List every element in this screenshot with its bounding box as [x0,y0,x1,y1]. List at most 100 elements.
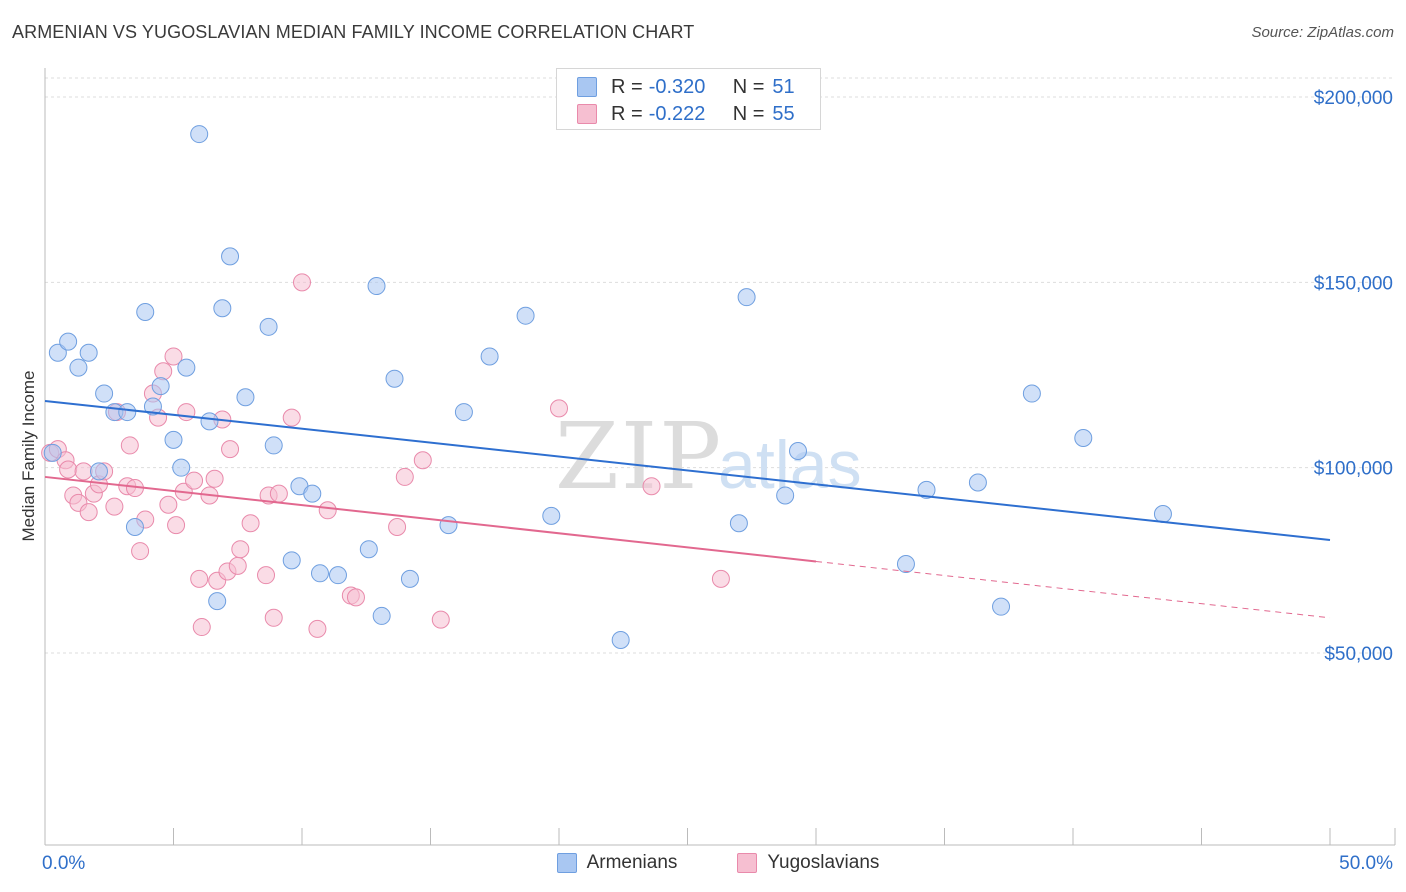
yugoslavians-point [241,514,260,533]
yugoslavians-point [264,608,283,627]
yugoslavians-point [205,469,224,488]
armenians-point [264,436,283,455]
x-tick-labels: 0.0% 50.0% [42,853,1393,874]
yugoslavians-point [221,440,240,459]
armenians-swatch [577,77,597,97]
yugoslavians-point [192,618,211,637]
yugoslavians-point [231,540,250,559]
armenians-point [1022,384,1041,403]
yugoslavians-point [228,556,247,575]
yugoslavians-point [642,477,661,496]
armenians-point [151,377,170,396]
chart-title: ARMENIAN VS YUGOSLAVIAN MEDIAN FAMILY IN… [12,22,695,42]
yugoslavians-point [105,497,124,516]
yugoslavians-point [388,517,407,536]
yugoslavians-point [293,273,311,292]
n-value: 55 [772,102,795,125]
yugoslavians-point [177,403,196,422]
series-legend: Armenians Yugoslavians [0,852,1406,874]
armenians-point [542,506,561,525]
armenians-point [143,397,162,416]
armenians-point [190,125,209,144]
armenians-point [480,347,499,366]
armenians-point [282,551,301,570]
yugoslavians-point [74,462,93,481]
yugoslavians-point [131,542,150,561]
yugoslavians-point [164,347,183,366]
armenians-point [992,597,1011,616]
armenians-point [213,299,232,318]
n-label: N = [732,102,765,125]
armenians-point [516,306,535,325]
armenians-point [968,473,987,492]
armenians-point [1074,429,1093,448]
armenians-point [164,430,183,449]
armenians-legend-label: Armenians [586,852,678,873]
y-tick-label: $150,000 [1314,273,1393,294]
yugoslavians-point [59,460,78,479]
source-note: Source: ZipAtlas.com [1251,24,1394,41]
legend-item-yugoslavians[interactable]: Yugoslavians [737,852,879,874]
armenians-point [367,277,386,296]
yugoslavians-point [308,619,327,638]
armenians-point [69,358,88,377]
armenians-point [385,369,404,388]
armenians-point [59,332,78,351]
armenians-point [95,384,114,403]
armenians-point [789,441,808,460]
armenians-point [328,566,347,585]
yugoslavians-legend-swatch [737,853,758,873]
yugoslavians-point [711,569,730,588]
armenians-trend-line [44,399,1331,541]
y-tick-labels: $50,000 $100,000 $150,000 $200,000 [1314,88,1393,665]
x-tick-label-max: 50.0% [1339,853,1393,874]
legend-item-armenians[interactable]: Armenians [556,852,678,874]
armenians-point [439,516,458,535]
legend-row-armenians: R = -0.320 N = 51 [577,75,795,99]
yugoslavians-point [431,610,450,629]
yugoslavians-point [413,451,432,470]
armenians-point [259,317,278,336]
armenians-point [125,517,144,536]
yugoslavians-point [167,516,186,535]
watermark-zip: ZIP [555,403,723,510]
armenians-point [372,606,391,625]
r-label: R = [611,102,643,125]
yugoslavians-legend-label: Yugoslavians [767,852,880,873]
armenians-point [208,592,227,611]
yugoslavians-point [159,495,178,514]
yugoslavians-point [190,569,209,588]
yugoslavians-point [395,467,414,486]
yugoslavians-trend-line-extension [815,560,1331,619]
yugoslavians-point [269,484,288,503]
armenians-legend-swatch [556,853,577,873]
armenians-point [118,403,137,422]
armenians-point [917,480,936,499]
armenians-point [729,514,748,533]
x-tick-label-min: 0.0% [42,853,85,874]
armenians-point [303,484,322,503]
armenians-point [454,403,473,422]
r-value: -0.222 [648,102,706,125]
armenians-point [611,631,630,650]
yugoslavians-point [79,503,98,522]
armenians-point [896,555,915,574]
armenians-point [236,388,255,407]
r-value: -0.320 [648,75,706,98]
armenians-point [136,302,155,321]
legend-row-yugoslavians: R = -0.222 N = 55 [577,102,795,126]
armenians-point [400,569,419,588]
armenians-point [200,412,219,431]
yugoslavians-swatch [577,104,597,124]
n-value: 51 [772,75,795,98]
armenians-point [48,343,67,362]
watermark: ZIP atlas [555,403,862,510]
armenians-point [359,540,378,559]
r-label: R = [611,75,643,98]
armenians-points [43,125,1172,650]
trend-lines [44,399,1331,619]
armenians-point [310,564,329,583]
armenians-point [43,443,62,462]
yugoslavians-point [257,566,276,585]
